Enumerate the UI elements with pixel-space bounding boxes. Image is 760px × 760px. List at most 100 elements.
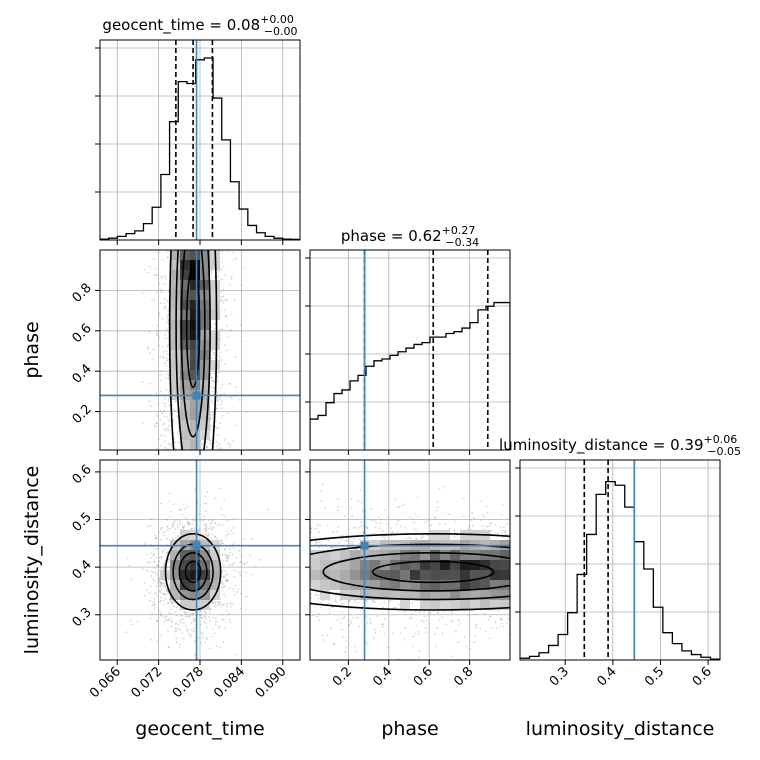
sample-point (321, 483, 324, 486)
sample-point (149, 617, 152, 620)
sample-point (155, 274, 157, 277)
sample-point (201, 537, 204, 540)
sample-point (336, 591, 339, 594)
sample-point (219, 328, 222, 331)
sample-point (211, 349, 214, 352)
sample-point (502, 529, 504, 532)
density-cell (380, 570, 390, 580)
sample-point (223, 308, 226, 311)
sample-point (161, 411, 164, 414)
sample-point (229, 443, 232, 446)
density-cell (180, 280, 190, 290)
sample-point (245, 571, 247, 574)
sample-point (188, 522, 190, 525)
axis-ticks-1-1 (305, 257, 471, 455)
sample-point (160, 526, 163, 529)
sample-point (210, 528, 213, 531)
sample-point (483, 516, 486, 518)
sample-point (222, 560, 225, 563)
sample-point (344, 651, 347, 653)
x-tick-label: 0.6 (411, 664, 436, 689)
sample-point (169, 617, 172, 620)
sample-point (479, 627, 482, 630)
density-cell (340, 580, 350, 590)
sample-point (175, 606, 178, 609)
density-cell (200, 410, 210, 420)
sample-point (322, 639, 325, 641)
sample-point (485, 629, 487, 632)
sample-point (212, 327, 215, 330)
sample-point (153, 299, 156, 302)
sample-point (244, 608, 247, 611)
density-cell (190, 550, 200, 560)
sample-point (316, 594, 319, 597)
y-tick-label: 0.2 (70, 402, 95, 427)
sample-point (372, 600, 375, 603)
sample-point (229, 618, 231, 621)
sample-point (152, 554, 155, 557)
sample-point (211, 628, 214, 630)
sample-point (224, 609, 227, 612)
sample-point (240, 284, 243, 287)
sample-point (366, 526, 369, 529)
sample-point (225, 554, 228, 556)
sample-point (151, 552, 153, 555)
y-tick-label: 0.6 (70, 462, 95, 487)
sample-point (204, 641, 207, 644)
density-cell (200, 360, 210, 370)
sample-point (208, 616, 210, 619)
sample-point (221, 553, 224, 556)
sample-point (330, 546, 332, 549)
sample-point (208, 519, 210, 522)
density-cell (460, 570, 470, 580)
sample-point (159, 591, 161, 594)
sample-point (216, 537, 218, 540)
sample-point (167, 358, 170, 361)
sample-point (150, 405, 152, 408)
sample-point (160, 370, 163, 372)
sample-point (159, 390, 162, 393)
sample-point (226, 556, 229, 558)
sample-point (160, 276, 163, 279)
sample-point (187, 523, 190, 526)
sample-point (159, 611, 162, 614)
sample-point (189, 612, 192, 615)
sample-point (425, 631, 428, 634)
density-cell (470, 580, 480, 590)
sample-point (216, 523, 219, 526)
density-cell (420, 580, 430, 590)
sample-point (163, 302, 166, 305)
sample-point (221, 619, 224, 622)
sample-point (217, 399, 220, 402)
sample-point (163, 429, 166, 432)
sample-point (192, 630, 195, 633)
sample-point (335, 547, 338, 549)
sample-point (147, 560, 150, 563)
sample-point (144, 269, 146, 271)
sample-point (213, 275, 216, 278)
sample-point (381, 623, 384, 626)
sample-point (221, 414, 224, 417)
sample-point (163, 307, 166, 310)
density-cell (180, 300, 190, 310)
sample-point (191, 522, 194, 525)
sample-point (354, 645, 357, 648)
sample-point (161, 549, 164, 552)
sample-point (159, 590, 161, 592)
sample-point (198, 513, 201, 516)
hist-geocent_time (100, 40, 300, 240)
sample-point (411, 602, 413, 605)
sample-point (206, 445, 208, 448)
density-cell (460, 560, 470, 570)
sample-point (499, 625, 502, 628)
sample-point (171, 619, 173, 622)
sample-point (373, 519, 376, 522)
sample-point (179, 523, 182, 525)
sample-point (157, 438, 160, 441)
sample-point (204, 523, 207, 526)
sample-point (216, 440, 219, 443)
density-cell (170, 550, 180, 560)
density-cell (200, 580, 210, 590)
sample-point (162, 585, 165, 588)
density-cell (200, 570, 210, 580)
